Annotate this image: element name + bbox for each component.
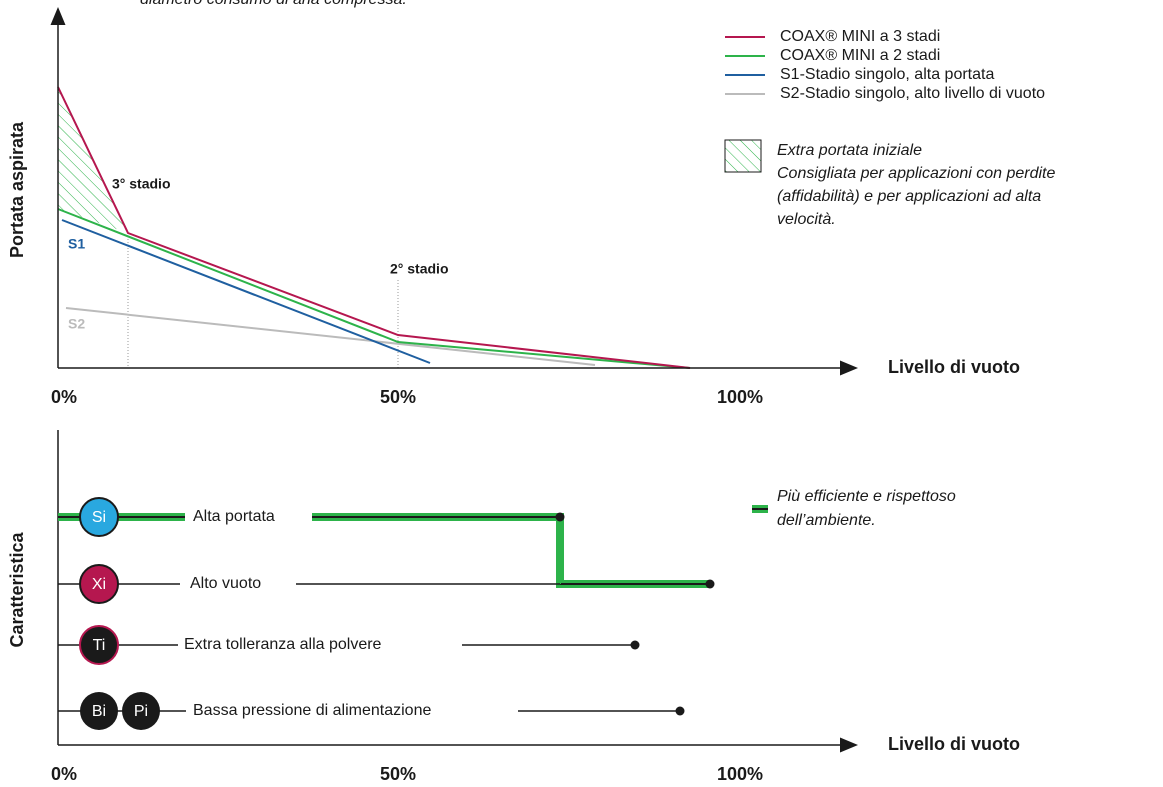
line-label: S2 <box>68 316 85 332</box>
row-label: Bassa pressione di alimentazione <box>193 702 431 719</box>
badge <box>80 692 118 730</box>
tick-label: 0% <box>51 387 77 407</box>
tick-label: 50% <box>380 387 416 407</box>
hatch-text: velocità. <box>777 211 836 228</box>
stage-label: 2° stadio <box>390 261 449 277</box>
badge-text: Bi <box>92 703 106 720</box>
hatch-text: Consigliata per applicazioni con perdite <box>777 165 1055 182</box>
end-dot <box>675 706 685 716</box>
stage-label: 3° stadio <box>112 176 171 192</box>
coax3-line <box>57 86 691 369</box>
hatch-text: Extra portata iniziale <box>777 142 922 159</box>
x-label: Livello di vuoto <box>888 357 1020 377</box>
badge-text: Ti <box>93 637 106 654</box>
end-dot <box>705 579 715 589</box>
tick-label: 50% <box>380 764 416 784</box>
badge <box>79 625 119 665</box>
badge <box>122 692 160 730</box>
line-label: S1 <box>68 236 85 252</box>
legend-text: S1-Stadio singolo, alta portata <box>780 66 994 83</box>
top-text: diametro consumo di aria compressa. <box>140 0 407 8</box>
badge <box>79 564 119 604</box>
badge-text: Pi <box>134 703 148 720</box>
s2-line <box>65 307 596 366</box>
badge <box>79 497 119 537</box>
y-label: Caratteristica <box>7 531 27 647</box>
row-label: Extra tolleranza alla polvere <box>184 636 382 653</box>
legend-text: Più efficiente e rispettoso <box>777 488 956 505</box>
tick-label: 0% <box>51 764 77 784</box>
badge-text: Si <box>92 509 106 526</box>
end-dot <box>555 512 565 522</box>
y-label: Portata aspirata <box>7 121 27 258</box>
badge-text: Xi <box>92 576 106 593</box>
tick-label: 100% <box>717 387 763 407</box>
hatch-swatch <box>724 139 762 173</box>
legend-text: COAX® MINI a 2 stadi <box>780 47 940 64</box>
green-path <box>58 513 710 588</box>
row-label: Alta portata <box>193 508 275 525</box>
legend-text: COAX® MINI a 3 stadi <box>780 28 940 45</box>
legend-text: dell’ambiente. <box>777 512 876 529</box>
x-label: Livello di vuoto <box>888 734 1020 754</box>
coax2-line <box>57 208 691 369</box>
legend-text: S2-Stadio singolo, alto livello di vuoto <box>780 85 1045 102</box>
end-dot <box>630 640 640 650</box>
s1-line <box>61 219 431 364</box>
tick-label: 100% <box>717 764 763 784</box>
row-label: Alto vuoto <box>190 575 261 592</box>
hatch-text: (affidabilità) e per applicazioni ad alt… <box>777 188 1041 205</box>
